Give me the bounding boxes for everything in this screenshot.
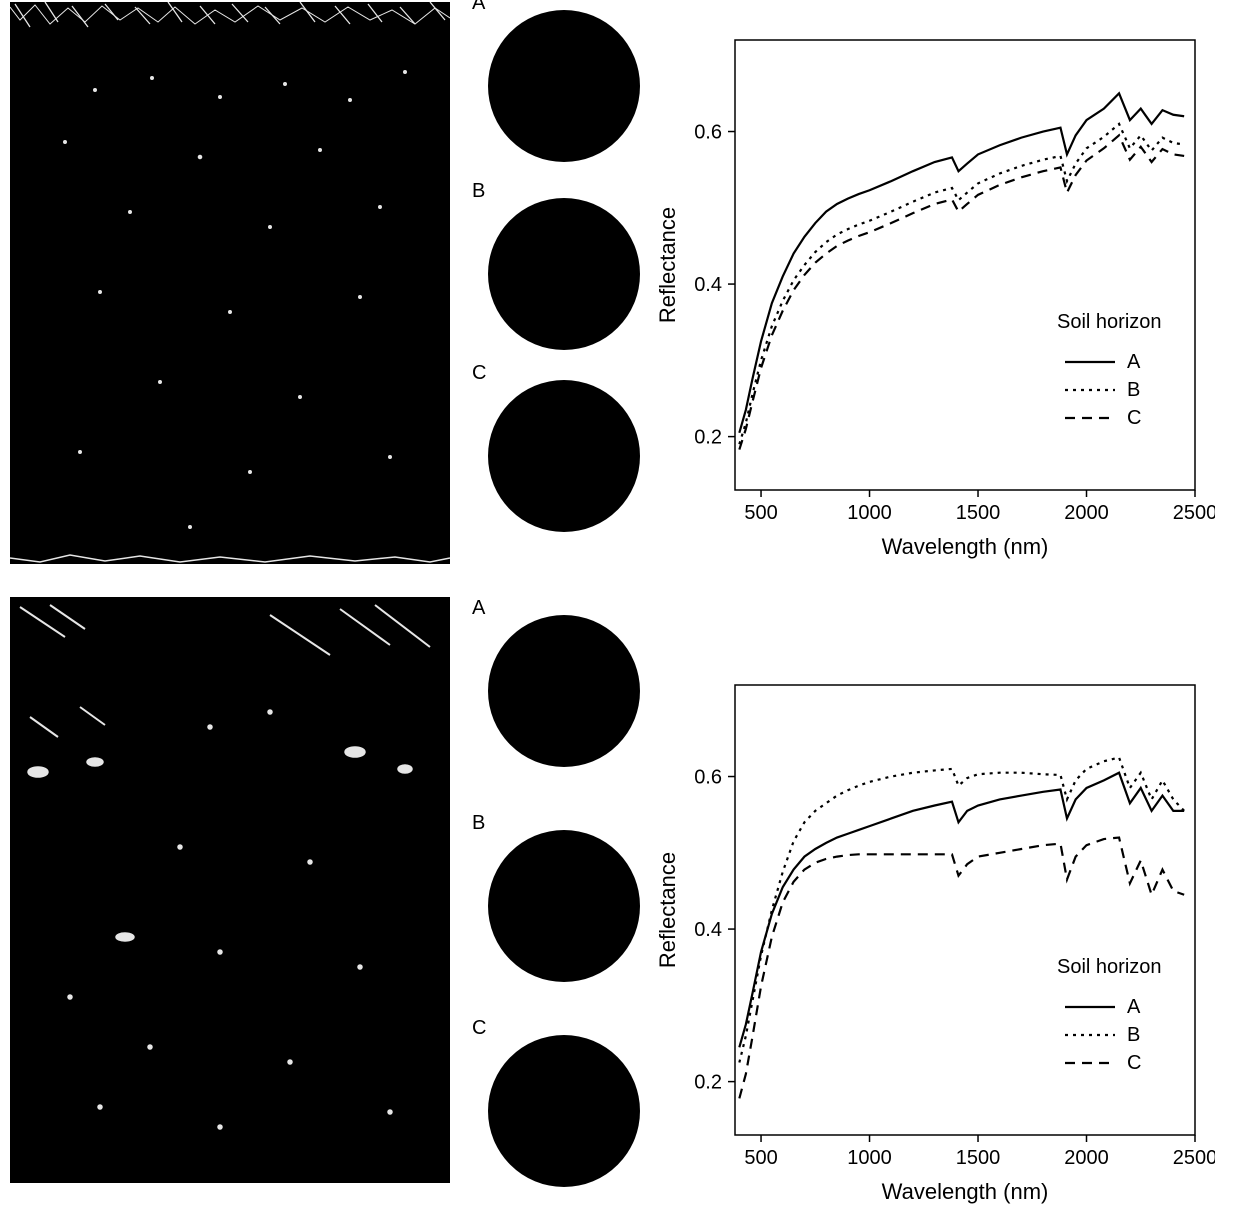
circle-shape	[488, 380, 640, 532]
svg-text:2500: 2500	[1173, 1147, 1215, 1169]
svg-text:0.6: 0.6	[694, 767, 722, 789]
svg-text:B: B	[1127, 379, 1140, 401]
svg-text:2500: 2500	[1173, 502, 1215, 524]
circle-shape	[488, 615, 640, 767]
photo-texture-1	[10, 2, 450, 564]
sample-circles-col-1: A B C	[460, 0, 640, 575]
soil-profile-photo-1	[10, 2, 450, 564]
svg-text:Soil horizon: Soil horizon	[1057, 311, 1162, 333]
circle-shape	[488, 1035, 640, 1187]
circle-shape	[488, 830, 640, 982]
svg-text:C: C	[1127, 1052, 1141, 1074]
circle-label: B	[472, 180, 485, 203]
svg-text:2000: 2000	[1064, 1147, 1109, 1169]
svg-text:A: A	[1127, 351, 1141, 373]
svg-text:0.2: 0.2	[694, 1072, 722, 1094]
sample-circles-col-2: A B C	[460, 595, 640, 1191]
circle-shape	[488, 10, 640, 162]
soil-profile-photo-2	[10, 597, 450, 1183]
svg-text:0.4: 0.4	[694, 919, 722, 941]
svg-text:Soil horizon: Soil horizon	[1057, 956, 1162, 978]
figure-row-2: A B C 50010001500200025000.20.40.6Wavele…	[0, 595, 1240, 1191]
svg-text:Wavelength (nm): Wavelength (nm)	[882, 1179, 1049, 1204]
svg-text:1000: 1000	[847, 502, 892, 524]
circle-label: A	[472, 0, 485, 15]
svg-text:500: 500	[744, 502, 777, 524]
svg-text:1500: 1500	[956, 502, 1001, 524]
svg-text:2000: 2000	[1064, 502, 1109, 524]
circle-label: C	[472, 1017, 486, 1040]
circle-label: A	[472, 597, 485, 620]
svg-text:0.2: 0.2	[694, 427, 722, 449]
svg-text:1000: 1000	[847, 1147, 892, 1169]
circle-label: C	[472, 362, 486, 385]
svg-text:Reflectance: Reflectance	[655, 207, 680, 323]
svg-text:0.4: 0.4	[694, 274, 722, 296]
svg-text:B: B	[1127, 1024, 1140, 1046]
circle-shape	[488, 198, 640, 350]
photo-texture-2	[10, 597, 450, 1183]
svg-text:500: 500	[744, 1147, 777, 1169]
svg-text:Wavelength (nm): Wavelength (nm)	[882, 534, 1049, 559]
figure-row-1: A B C 500 1000 1500 2000 2500 0.2 0.4 0.6 Wavele…	[0, 0, 1240, 575]
reflectance-chart-1: 500 1000 1500 2000 2500 0.2 0.4 0.6 Wavelength (…	[655, 10, 1215, 570]
svg-text:1500: 1500	[956, 1147, 1001, 1169]
svg-text:C: C	[1127, 407, 1141, 429]
svg-text:0.6: 0.6	[694, 122, 722, 144]
svg-text:Reflectance: Reflectance	[655, 852, 680, 968]
svg-text:A: A	[1127, 996, 1141, 1018]
reflectance-chart-2: 500 1000 1500 2000 2500 0.2 0.4 0.6 Wavelength (…	[655, 655, 1215, 1215]
circle-label: B	[472, 812, 485, 835]
